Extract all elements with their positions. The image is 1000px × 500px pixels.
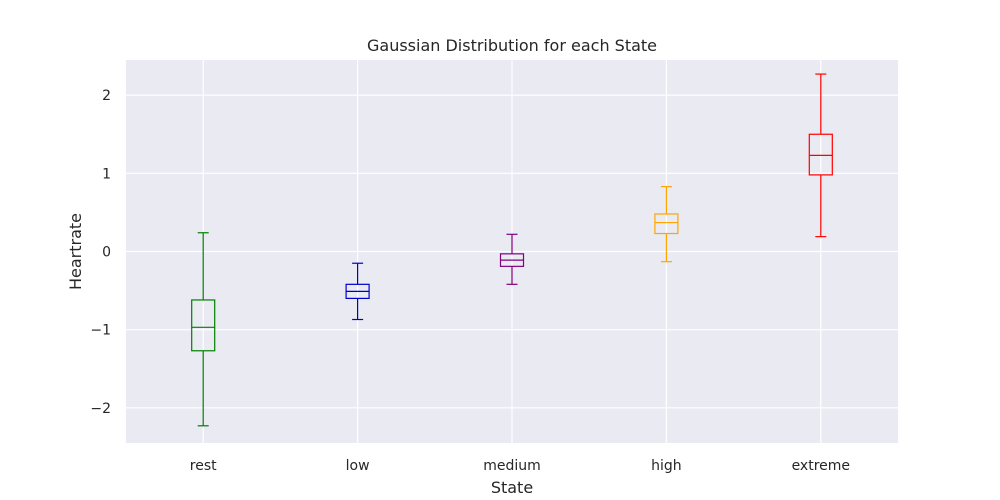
x-tick-label: medium	[483, 458, 541, 474]
x-tick-labels: rest low medium high extreme	[190, 458, 850, 474]
box-high	[654, 186, 679, 263]
box-medium	[499, 233, 525, 285]
y-tick-label: 2	[102, 88, 111, 104]
box-low	[345, 262, 370, 321]
box-layer	[191, 73, 833, 427]
iqr-box	[808, 133, 833, 176]
x-tick-label: extreme	[792, 458, 850, 474]
x-axis-label: State	[491, 478, 533, 497]
iqr-box	[654, 213, 679, 235]
y-tick-label: −1	[90, 323, 111, 339]
y-axis-label: Heartrate	[66, 213, 85, 290]
x-tick-label: high	[651, 458, 682, 474]
chart-title: Gaussian Distribution for each State	[367, 36, 657, 55]
x-tick-label: rest	[190, 458, 217, 474]
iqr-box	[191, 299, 216, 352]
x-tick-label: low	[346, 458, 370, 474]
box-extreme	[808, 73, 833, 238]
box-rest	[191, 232, 216, 427]
y-tick-labels: 2 1 0 −1 −2	[90, 88, 111, 417]
y-tick-label: −2	[90, 401, 111, 417]
y-tick-label: 1	[102, 166, 111, 182]
y-tick-label: 0	[102, 245, 111, 261]
